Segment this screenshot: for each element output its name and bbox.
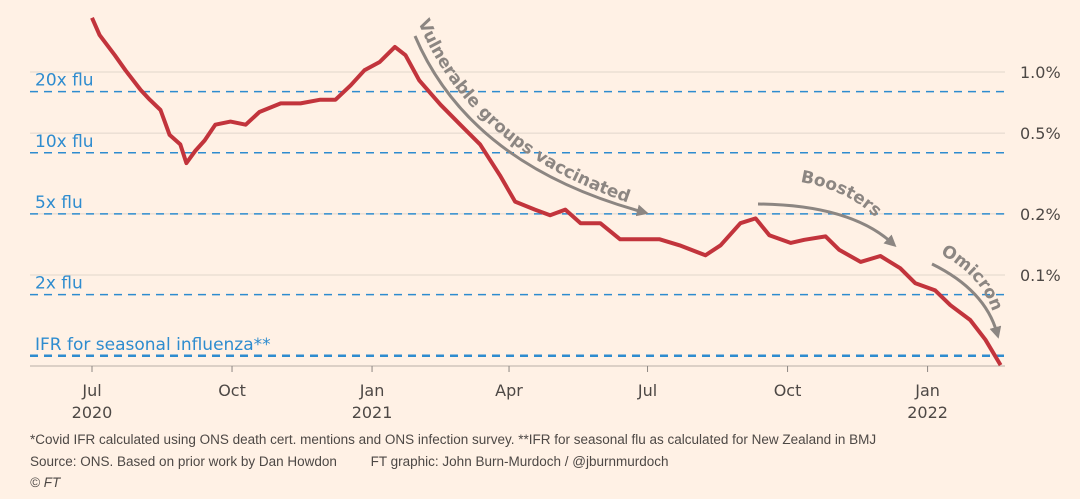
annotation-boosters: Boosters <box>757 167 897 248</box>
x-tick-label: Jul <box>81 381 101 400</box>
reference-label: 5x flu <box>35 193 83 213</box>
copyright: © FT <box>30 475 61 490</box>
x-tick-year: 2021 <box>352 403 393 420</box>
reference-label: 10x flu <box>35 132 94 152</box>
reference-label: IFR for seasonal influenza** <box>35 335 271 355</box>
x-tick-label: Oct <box>218 381 246 400</box>
y-tick-label: 0.5% <box>1020 124 1061 143</box>
x-tick-label: Apr <box>495 381 523 400</box>
y-tick-label: 0.2% <box>1020 205 1061 224</box>
x-tick-label: Jul <box>637 381 657 400</box>
source-credit: Source: ONS. Based on prior work by Dan … <box>30 454 669 469</box>
svg-text:Boosters: Boosters <box>799 167 885 221</box>
reference-label: 20x flu <box>35 71 94 91</box>
x-tick-label: Jan <box>914 381 940 400</box>
x-tick-label: Oct <box>774 381 802 400</box>
ifr-chart: 1.0% 0.5% 0.2% 0.1% 20x flu 10x flu 5x flu 2x … <box>30 16 1061 420</box>
ifr-series-line <box>90 16 1003 367</box>
reference-label: 2x flu <box>35 274 83 294</box>
x-tick-label: Jan <box>359 381 385 400</box>
footnote: *Covid IFR calculated using ONS death ce… <box>30 432 877 447</box>
x-tick-year: 2022 <box>907 403 948 420</box>
x-tick-year: 2020 <box>72 403 113 420</box>
annotation-boosters-text: Boosters <box>799 167 885 221</box>
y-tick-label: 0.1% <box>1020 266 1061 285</box>
y-tick-label: 1.0% <box>1020 63 1061 82</box>
